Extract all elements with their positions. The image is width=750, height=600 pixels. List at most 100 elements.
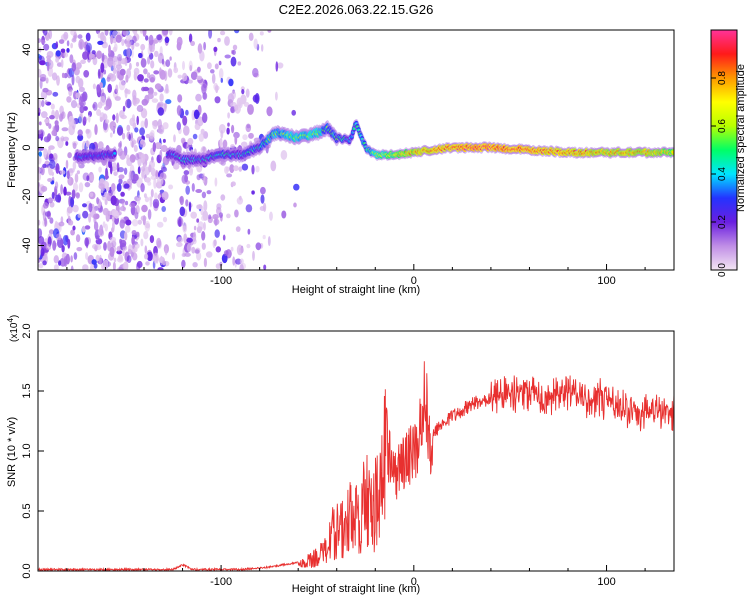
heatmap-cell: [119, 110, 125, 119]
heatmap-cell: [151, 98, 159, 103]
heatmap-cell: [147, 56, 151, 65]
heatmap-cell: [165, 99, 172, 105]
heatmap-cell: [235, 258, 242, 265]
heatmap-cell: [43, 202, 49, 209]
heatmap-cell: [190, 40, 196, 47]
heatmap-cell: [39, 73, 47, 80]
heatmap-cell: [226, 127, 230, 135]
heatmap-cell: [226, 173, 233, 178]
heatmap-cell: [60, 59, 64, 68]
heatmap-cell: [224, 36, 230, 46]
heatmap-cell: [231, 90, 236, 100]
heatmap-cell: [140, 183, 145, 193]
heatmap-cell: [113, 171, 118, 177]
heatmap-cell: [49, 153, 54, 159]
heatmap-cell: [128, 133, 131, 141]
heatmap-cell: [218, 124, 226, 134]
heatmap-cell: [49, 159, 56, 169]
heatmap-cell: [48, 30, 53, 40]
heatmap-cell: [222, 234, 226, 241]
heatmap-cell: [238, 166, 243, 172]
heatmap-cell: [201, 83, 207, 95]
heatmap-cell: [247, 228, 251, 235]
heatmap-cell: [114, 96, 121, 101]
heatmap-cell: [72, 142, 77, 149]
spectrogram-x-axis: -100 0 100: [66, 264, 646, 287]
heatmap-cell: [71, 189, 76, 200]
heatmap-cell: [143, 193, 147, 198]
heatmap-cell: [202, 172, 206, 184]
heatmap-cell: [133, 71, 138, 81]
heatmap-cell: [179, 196, 183, 203]
heatmap-cell: [201, 231, 206, 241]
y-tick-label: 0.0: [21, 563, 33, 578]
heatmap-cell: [70, 196, 75, 208]
heatmap-cell: [93, 214, 97, 224]
heatmap-cell: [38, 99, 42, 109]
heatmap-cell: [188, 79, 193, 84]
heatmap-cell: [58, 221, 65, 227]
heatmap-cell: [232, 44, 238, 51]
heatmap-cell: [277, 62, 284, 69]
heatmap-cell: [111, 216, 115, 223]
heatmap-cell: [153, 177, 157, 189]
heatmap-cell: [56, 233, 62, 239]
heatmap-cell: [176, 105, 182, 116]
heatmap-cell: [63, 52, 69, 58]
heatmap-cell: [177, 74, 183, 79]
heatmap-cell: [214, 177, 218, 187]
heatmap-cell: [119, 140, 122, 149]
heatmap-cell: [122, 132, 126, 140]
heatmap-cell: [123, 261, 129, 270]
heatmap-cell: [50, 103, 55, 110]
heatmap-cell: [110, 126, 115, 132]
heatmap-cell: [118, 178, 123, 185]
heatmap-cell: [164, 247, 168, 256]
heatmap-cell: [81, 225, 86, 233]
heatmap-cell: [195, 189, 203, 193]
heatmap-cell: [156, 34, 163, 41]
heatmap-cell: [112, 261, 116, 270]
heatmap-cell: [218, 60, 222, 66]
heatmap-cell: [53, 264, 59, 270]
heatmap-cell: [123, 167, 128, 175]
heatmap-cell: [88, 202, 93, 213]
heatmap-cell: [105, 119, 110, 124]
snr-multiplier-exp: 4: [6, 318, 15, 323]
spectrogram-heatmap: [38, 30, 300, 270]
y-tick-label: -40: [21, 238, 33, 254]
heatmap-cell: [122, 248, 125, 256]
heatmap-cell: [228, 78, 234, 87]
heatmap-cell: [40, 39, 46, 44]
heatmap-cell: [162, 216, 168, 223]
heatmap-cell: [217, 37, 221, 43]
x-tick-label: -100: [210, 275, 232, 287]
heatmap-cell: [55, 41, 59, 49]
heatmap-cell: [89, 53, 95, 58]
heatmap-cell: [114, 43, 118, 52]
heatmap-cell: [86, 175, 90, 182]
heatmap-cell: [84, 225, 91, 230]
heatmap-cell: [44, 100, 48, 105]
heatmap-cell: [220, 129, 224, 139]
heatmap-cell: [100, 62, 105, 73]
heatmap-cell: [38, 246, 42, 256]
heatmap-cell: [99, 112, 106, 121]
heatmap-cell: [146, 251, 153, 262]
heatmap-cell: [77, 129, 83, 137]
heatmap-cell: [119, 210, 122, 215]
heatmap-cell: [55, 181, 59, 190]
heatmap-cell: [97, 32, 101, 39]
heatmap-cell: [138, 52, 143, 59]
heatmap-cell: [38, 129, 42, 135]
x-tick-label: 0: [411, 275, 417, 287]
heatmap-cell: [161, 191, 169, 201]
heatmap-cell: [152, 39, 159, 44]
heatmap-cell: [110, 34, 114, 45]
heatmap-cell: [70, 229, 75, 236]
heatmap-cell: [192, 262, 198, 268]
heatmap-cell: [92, 101, 98, 111]
heatmap-cell: [58, 39, 65, 44]
heatmap-cell: [219, 138, 223, 146]
heatmap-cell: [153, 255, 158, 264]
